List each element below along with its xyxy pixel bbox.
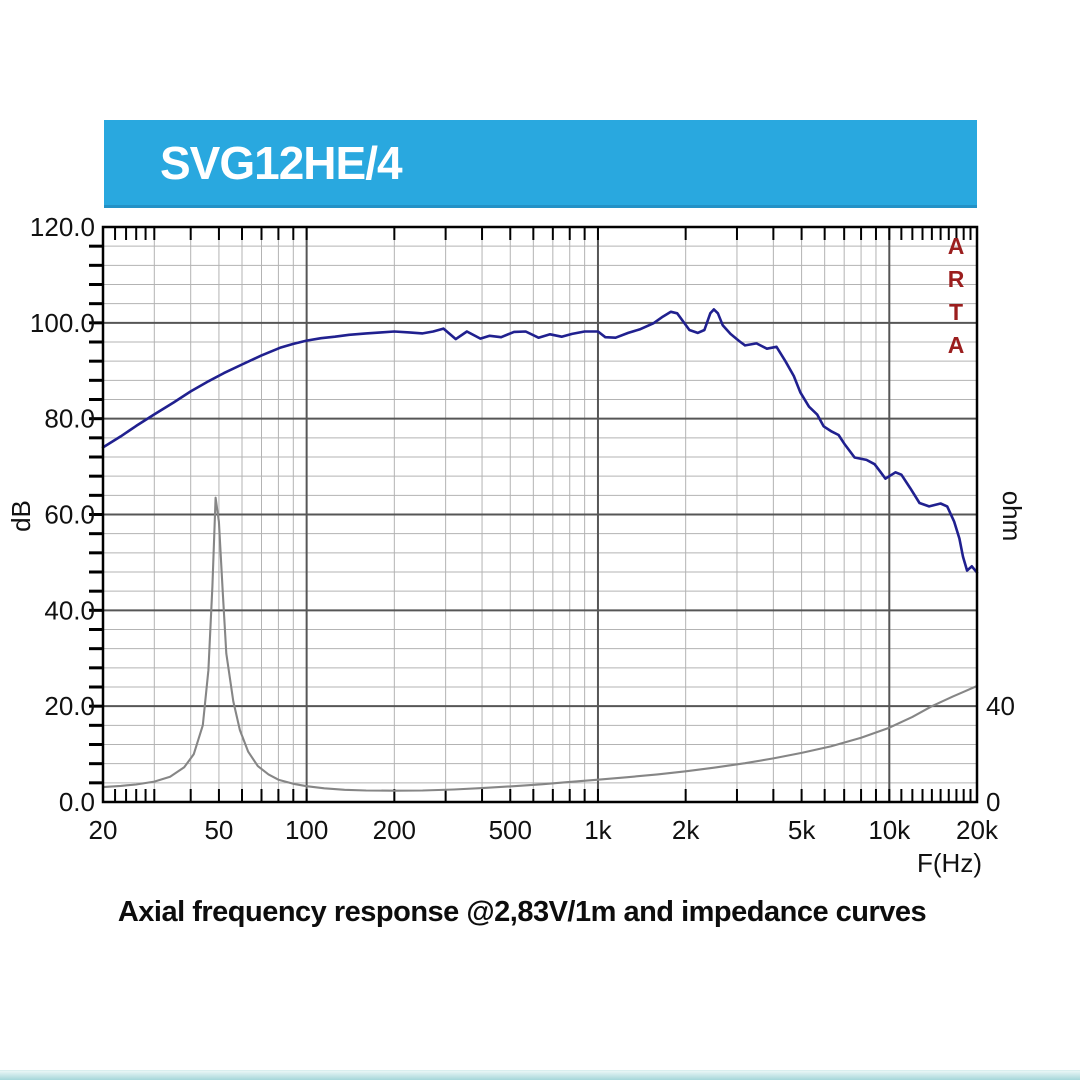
y-left-tick-label: 100.0 [30,308,95,338]
y-right-axis-title: ohm [997,491,1027,542]
x-tick-label: 20k [956,815,999,845]
impedance-curve [101,496,979,792]
y-left-tick-label: 0.0 [59,787,95,817]
y-left-tick-label: 80.0 [44,404,95,434]
x-tick-label: 200 [373,815,416,845]
x-tick-label: 10k [868,815,911,845]
x-tick-label: 50 [204,815,233,845]
x-tick-label: 5k [788,815,816,845]
arta-watermark: ARTA [943,233,969,365]
plot-frame [101,225,979,804]
x-axis-title: F(Hz) [917,848,982,878]
x-tick-label: 100 [285,815,328,845]
y-left-tick-label: 120.0 [30,212,95,242]
page-title: SVG12HE/4 [160,136,403,189]
x-tick-label: 1k [584,815,612,845]
y-right-tick-label: 40 [986,691,1015,721]
bottom-accent-strip [0,1070,1080,1080]
chart-caption: Axial frequency response @2,83V/1m and i… [117,896,927,928]
x-tick-label: 500 [489,815,532,845]
y-left-axis-title: dB [6,500,36,532]
response-curve [101,308,979,574]
x-tick-label: 20 [89,815,118,845]
header-bar: SVG12HE/4 [104,120,977,208]
y-left-tick-label: 40.0 [44,595,95,625]
x-tick-label: 2k [672,815,700,845]
y-right-tick-label: 0 [986,787,1000,817]
y-left-tick-label: 60.0 [44,500,95,530]
y-left-tick-label: 20.0 [44,691,95,721]
